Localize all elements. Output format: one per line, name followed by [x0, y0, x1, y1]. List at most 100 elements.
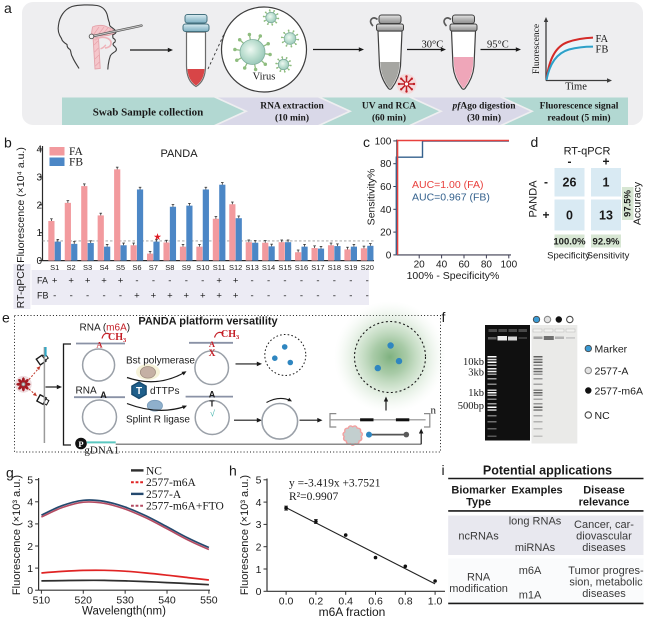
svg-text:Virus: Virus	[253, 72, 276, 83]
svg-text:AUC=1.00 (FA): AUC=1.00 (FA)	[412, 179, 484, 191]
svg-text:4: 4	[256, 497, 262, 509]
svg-text:92.9%: 92.9%	[593, 237, 620, 248]
svg-text:30°C: 30°C	[422, 40, 444, 51]
svg-text:-: -	[333, 276, 336, 287]
svg-text:510: 510	[33, 595, 51, 607]
svg-text:-: -	[316, 291, 319, 302]
svg-text:-: -	[267, 276, 270, 287]
svg-text:S19: S19	[344, 263, 357, 272]
svg-text:P: P	[78, 439, 83, 449]
svg-text:√: √	[210, 409, 215, 419]
svg-text:S7: S7	[149, 263, 158, 272]
svg-text:10kb: 10kb	[463, 357, 484, 368]
svg-text:(60 min): (60 min)	[372, 113, 406, 124]
svg-text:modification: modification	[449, 583, 508, 595]
svg-text:Marker: Marker	[595, 343, 628, 355]
svg-text:-: -	[86, 291, 89, 302]
svg-text:(30 min): (30 min)	[467, 113, 501, 124]
svg-text:diseases: diseases	[582, 588, 626, 600]
svg-text:Fluorescence signal: Fluorescence signal	[540, 102, 619, 112]
svg-text:S13: S13	[245, 263, 258, 272]
svg-text:2: 2	[256, 542, 262, 554]
svg-text:RNA extraction: RNA extraction	[260, 102, 324, 112]
svg-text:miRNAs: miRNAs	[515, 542, 556, 554]
svg-text:2577-A: 2577-A	[146, 489, 182, 501]
svg-text:3: 3	[27, 519, 33, 531]
svg-text:+: +	[216, 291, 222, 302]
svg-text:5: 5	[27, 475, 33, 487]
svg-text:-: -	[366, 276, 369, 287]
svg-text:+: +	[134, 291, 140, 302]
svg-text:FA: FA	[596, 34, 609, 45]
svg-text:1: 1	[603, 176, 610, 190]
svg-text:3: 3	[256, 519, 262, 531]
svg-text:100% - Specificity%: 100% - Specificity%	[407, 270, 500, 282]
svg-text:-: -	[568, 155, 572, 169]
svg-text:+: +	[101, 276, 107, 287]
svg-text:S15: S15	[278, 263, 291, 272]
svg-text:PANDA: PANDA	[160, 148, 198, 160]
svg-text:0.0: 0.0	[279, 596, 294, 608]
svg-text:-: -	[366, 291, 369, 302]
svg-text:-: -	[185, 276, 188, 287]
svg-text:Sensitivity: Sensitivity	[587, 251, 630, 262]
svg-text:R²=0.9907: R²=0.9907	[289, 491, 338, 503]
svg-text:T: T	[209, 398, 215, 408]
svg-text:m6A fraction: m6A fraction	[319, 605, 386, 619]
svg-text:S20: S20	[361, 263, 374, 272]
svg-text:b: b	[4, 135, 12, 151]
svg-text:+: +	[68, 276, 74, 287]
svg-text:+: +	[184, 291, 190, 302]
svg-text:S1: S1	[50, 263, 59, 272]
svg-text:-: -	[251, 276, 254, 287]
svg-text:(10 min): (10 min)	[275, 113, 309, 124]
svg-text:PANDA platform versatility: PANDA platform versatility	[138, 316, 278, 328]
svg-text:0: 0	[37, 256, 43, 267]
svg-text:S18: S18	[328, 263, 341, 272]
svg-text:Splint R ligase: Splint R ligase	[126, 415, 190, 426]
svg-text:Type: Type	[466, 497, 491, 509]
svg-text:i: i	[442, 462, 445, 478]
svg-text:+: +	[200, 291, 206, 302]
svg-text:T: T	[136, 386, 142, 397]
svg-text:S9: S9	[182, 263, 191, 272]
svg-text:26: 26	[563, 176, 577, 190]
svg-text:S6: S6	[132, 263, 141, 272]
svg-text:-: -	[102, 291, 105, 302]
svg-text:-: -	[152, 276, 155, 287]
svg-text:1.0: 1.0	[428, 596, 443, 608]
svg-text:FA: FA	[37, 276, 48, 286]
svg-text:4: 4	[37, 145, 43, 156]
svg-text:2577-m6A: 2577-m6A	[595, 385, 643, 397]
svg-text:RNA: RNA	[76, 386, 97, 397]
svg-text:+: +	[542, 208, 549, 222]
svg-text:e: e	[2, 310, 10, 326]
svg-text:Bst polymerase: Bst polymerase	[126, 356, 195, 367]
svg-text:80: 80	[380, 159, 392, 170]
svg-text:2: 2	[37, 200, 43, 211]
svg-text:S11: S11	[213, 263, 226, 272]
svg-text:-: -	[119, 291, 122, 302]
svg-text:S8: S8	[165, 263, 174, 272]
svg-text:Examples: Examples	[511, 485, 562, 497]
svg-text:2577-A: 2577-A	[595, 365, 629, 377]
svg-text:+: +	[167, 291, 173, 302]
svg-text:S12: S12	[229, 263, 242, 272]
svg-text:RNA: RNA	[467, 572, 491, 584]
svg-text:-: -	[300, 291, 303, 302]
svg-text:Fluorescence (×10³ a.u.): Fluorescence (×10³ a.u.)	[239, 475, 251, 595]
svg-text:Accuracy: Accuracy	[632, 181, 644, 225]
svg-text:sion, metabolic: sion, metabolic	[569, 577, 643, 589]
svg-text:-: -	[333, 291, 336, 302]
svg-text:A: A	[96, 340, 103, 350]
svg-text:550: 550	[200, 595, 218, 607]
svg-text:Tumor progres-: Tumor progres-	[568, 565, 644, 577]
svg-text:+: +	[233, 276, 239, 287]
svg-text:-: -	[267, 291, 270, 302]
svg-text:ncRNAs: ncRNAs	[458, 531, 499, 543]
svg-text:dTTPs: dTTPs	[150, 386, 179, 397]
svg-text:S17: S17	[311, 263, 324, 272]
svg-text:S14: S14	[262, 263, 275, 272]
svg-text:c: c	[363, 134, 370, 150]
svg-text:Swab Sample collection: Swab Sample collection	[93, 107, 204, 119]
